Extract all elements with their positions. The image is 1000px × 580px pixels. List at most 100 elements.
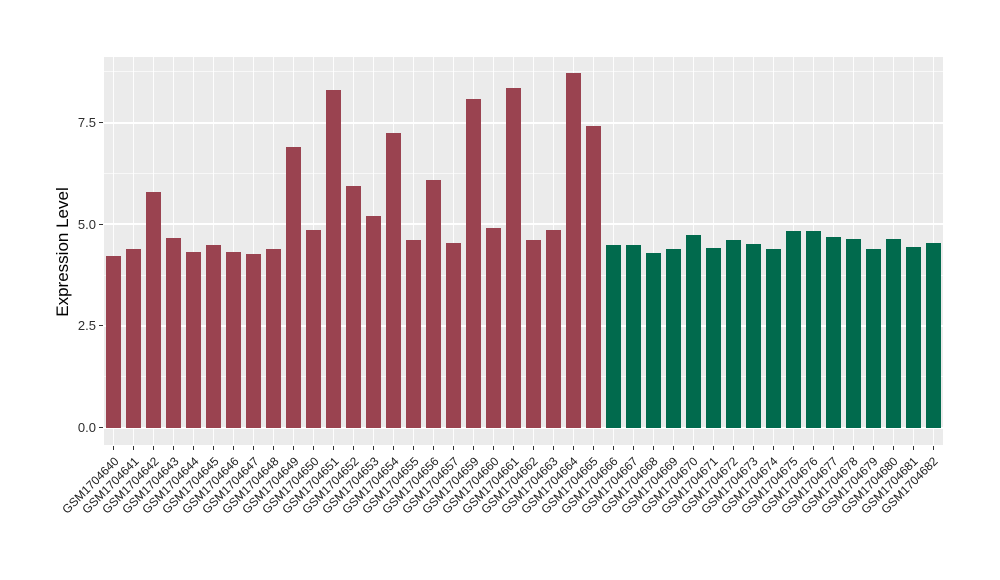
y-tick-mark [99,122,103,124]
y-tick-mark [99,427,103,428]
bar-GSM1704669 [665,249,681,428]
gridline-vertical [233,57,235,445]
bar-GSM1704679 [865,248,881,428]
x-tick-mark [732,446,734,450]
x-tick-mark [173,446,175,450]
bar-GSM1704682 [925,242,941,428]
bar-GSM1704662 [525,240,541,428]
gridline-major [104,121,943,124]
bar-GSM1704650 [306,229,322,428]
gridline-minor [104,274,943,276]
x-tick-mark [373,446,375,450]
x-tick-mark [552,446,554,450]
bar-GSM1704666 [605,245,621,428]
bar-GSM1704645 [206,245,222,428]
bar-GSM1704640 [106,256,122,428]
x-tick-mark [852,446,854,450]
gridline-vertical [113,57,115,445]
x-tick-mark [333,446,335,450]
x-tick-mark [752,446,754,450]
bar-GSM1704665 [585,126,601,428]
bar-GSM1704653 [366,216,382,428]
bar-GSM1704648 [266,249,282,428]
x-tick-mark [273,446,275,450]
x-tick-mark [612,446,614,450]
plot-panel [104,57,943,445]
x-tick-mark [353,446,355,450]
x-tick-mark [692,446,694,450]
x-tick-mark [672,446,674,450]
bar-GSM1704659 [466,99,482,428]
gridline-major [104,223,943,226]
x-tick-mark [872,446,874,450]
bar-GSM1704647 [246,253,262,428]
bar-GSM1704667 [625,245,641,428]
y-tick-label: 5.0 [77,216,96,232]
bar-GSM1704657 [446,242,462,428]
gridline-vertical [652,57,654,445]
bar-GSM1704671 [705,247,721,428]
x-tick-mark [912,446,914,450]
gridline-vertical [193,57,195,445]
gridline-minor [104,376,943,378]
x-tick-mark [932,446,934,450]
bar-GSM1704643 [166,237,182,428]
bar-GSM1704672 [725,239,741,428]
x-tick-mark [513,446,514,450]
y-tick-mark [99,325,103,327]
x-tick-mark [632,446,634,450]
bar-GSM1704644 [186,251,202,428]
x-tick-mark [413,446,415,450]
bar-GSM1704673 [745,243,761,428]
bar-GSM1704681 [905,247,921,428]
bar-GSM1704641 [126,249,142,428]
x-tick-mark [193,446,195,450]
gridline-vertical [253,57,255,445]
bar-GSM1704680 [885,238,901,428]
bar-GSM1704668 [645,253,661,428]
x-tick-mark [433,446,435,450]
bar-GSM1704663 [545,230,561,428]
x-tick-mark [393,446,395,450]
bar-GSM1704664 [565,73,581,428]
x-tick-mark [133,446,135,450]
x-tick-mark [313,446,315,450]
x-tick-mark [153,446,155,450]
x-tick-mark [812,446,814,450]
bar-GSM1704646 [226,251,242,428]
y-tick-label: 2.5 [77,318,96,334]
bar-GSM1704670 [685,235,701,428]
y-tick-mark [99,223,103,225]
x-tick-mark [892,446,894,450]
gridline-minor [104,71,943,73]
x-tick-mark [213,446,215,450]
bar-GSM1704649 [286,147,302,428]
x-tick-mark [652,446,654,450]
bar-GSM1704678 [845,239,861,428]
x-tick-mark [253,446,255,450]
bar-GSM1704674 [765,249,781,428]
y-tick-label: 7.5 [77,115,96,131]
bar-GSM1704656 [426,179,442,428]
bar-GSM1704654 [386,132,402,428]
gridline-minor [104,172,943,174]
x-tick-mark [113,446,115,450]
x-tick-mark [712,446,714,450]
x-tick-mark [233,446,235,450]
bar-GSM1704675 [785,231,801,428]
bar-GSM1704652 [346,185,362,428]
y-tick-label: 0.0 [77,420,96,435]
gridline-major [104,324,943,327]
x-tick-mark [453,446,455,450]
x-tick-mark [532,446,534,450]
x-tick-mark [792,446,794,450]
bar-GSM1704676 [805,231,821,428]
bar-GSM1704655 [406,240,422,428]
x-tick-mark [293,446,295,450]
x-tick-mark [493,446,495,450]
x-tick-mark [832,446,834,450]
x-tick-mark [772,446,774,450]
gridline-major [104,426,943,429]
bar-GSM1704651 [326,90,342,428]
